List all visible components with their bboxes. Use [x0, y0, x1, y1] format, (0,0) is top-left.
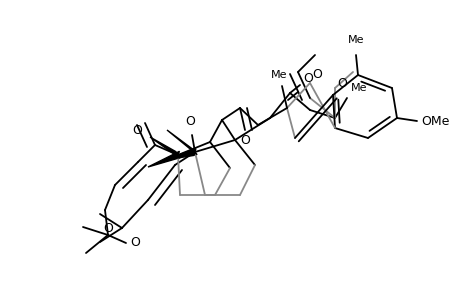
Polygon shape: [165, 148, 196, 160]
Text: O: O: [336, 76, 346, 89]
Text: O: O: [185, 115, 195, 128]
Polygon shape: [150, 137, 180, 158]
Text: Me: Me: [270, 70, 286, 80]
Text: Me: Me: [350, 83, 367, 93]
Text: O: O: [302, 71, 312, 85]
Text: Me: Me: [347, 35, 364, 45]
Text: O: O: [132, 124, 142, 136]
Text: O: O: [240, 134, 249, 146]
Text: O: O: [130, 236, 140, 250]
Text: OMe: OMe: [420, 115, 448, 128]
Polygon shape: [148, 151, 179, 167]
Text: O: O: [311, 68, 321, 81]
Polygon shape: [167, 130, 197, 155]
Text: O: O: [103, 221, 113, 235]
